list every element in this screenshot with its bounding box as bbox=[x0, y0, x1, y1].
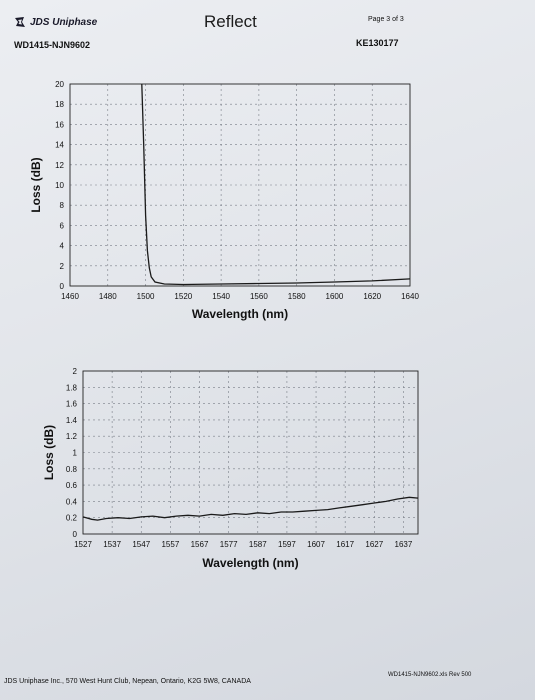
x-axis-label: Wavelength (nm) bbox=[192, 307, 288, 321]
x-tick-label: 1637 bbox=[395, 540, 413, 549]
y-tick-label: 2 bbox=[60, 262, 65, 271]
x-tick-label: 1640 bbox=[401, 292, 419, 301]
x-tick-label: 1587 bbox=[249, 540, 267, 549]
y-tick-label: 0.4 bbox=[66, 497, 78, 506]
x-tick-label: 1560 bbox=[250, 292, 268, 301]
footer-file-reference: WD1415-NJN9602.xls Rev 500 bbox=[388, 672, 472, 678]
y-tick-label: 0 bbox=[73, 530, 78, 539]
x-tick-label: 1567 bbox=[191, 540, 209, 549]
x-tick-label: 1600 bbox=[326, 292, 344, 301]
y-tick-label: 1.2 bbox=[66, 432, 78, 441]
x-tick-label: 1620 bbox=[363, 292, 381, 301]
y-tick-label: 8 bbox=[60, 201, 65, 210]
footer-address: JDS Uniphase Inc., 570 West Hunt Club, N… bbox=[4, 678, 251, 685]
x-tick-label: 1537 bbox=[103, 540, 121, 549]
x-tick-label: 1520 bbox=[174, 292, 192, 301]
x-tick-label: 1547 bbox=[132, 540, 150, 549]
company-logo: JDS Uniphase bbox=[14, 16, 97, 28]
x-tick-label: 1460 bbox=[61, 292, 79, 301]
y-tick-label: 16 bbox=[55, 120, 64, 129]
y-tick-label: 1 bbox=[73, 449, 78, 458]
y-tick-label: 0.8 bbox=[66, 465, 78, 474]
plot-frame bbox=[82, 370, 419, 535]
plot-frame bbox=[69, 83, 411, 287]
y-axis-label: Loss (dB) bbox=[29, 157, 43, 212]
y-tick-label: 0 bbox=[60, 282, 65, 291]
y-tick-label: 1.4 bbox=[66, 416, 78, 425]
page-title: Reflect bbox=[204, 12, 257, 31]
x-tick-label: 1527 bbox=[74, 540, 92, 549]
logo-text: JDS Uniphase bbox=[30, 16, 98, 28]
x-tick-label: 1480 bbox=[99, 292, 117, 301]
x-tick-label: 1607 bbox=[307, 540, 325, 549]
y-tick-label: 14 bbox=[55, 141, 64, 150]
x-axis-label: Wavelength (nm) bbox=[202, 556, 298, 570]
y-tick-label: 0.2 bbox=[66, 514, 78, 523]
y-tick-label: 20 bbox=[55, 80, 64, 89]
y-tick-label: 1.6 bbox=[66, 400, 78, 409]
x-tick-label: 1540 bbox=[212, 292, 230, 301]
y-tick-label: 1.8 bbox=[66, 383, 78, 392]
x-tick-label: 1580 bbox=[288, 292, 306, 301]
y-tick-label: 6 bbox=[60, 221, 65, 230]
y-tick-label: 10 bbox=[55, 181, 64, 190]
report-code: KE130177 bbox=[356, 38, 399, 48]
x-tick-label: 1617 bbox=[336, 540, 354, 549]
loss-series-line bbox=[82, 496, 419, 521]
y-tick-label: 0.6 bbox=[66, 481, 78, 490]
x-tick-label: 1557 bbox=[161, 540, 179, 549]
page-number: Page 3 of 3 bbox=[368, 16, 404, 23]
x-tick-label: 1597 bbox=[278, 540, 296, 549]
x-tick-label: 1500 bbox=[137, 292, 155, 301]
y-axis-label: Loss (dB) bbox=[42, 425, 56, 480]
loss-series-line bbox=[141, 83, 411, 286]
y-tick-label: 12 bbox=[55, 161, 64, 170]
x-tick-label: 1577 bbox=[220, 540, 238, 549]
y-tick-label: 2 bbox=[73, 367, 78, 376]
x-tick-label: 1627 bbox=[365, 540, 383, 549]
document-id: WD1415-NJN9602 bbox=[14, 40, 91, 50]
logo-mark-icon bbox=[15, 17, 25, 27]
y-tick-label: 18 bbox=[55, 100, 64, 109]
y-tick-label: 4 bbox=[60, 242, 65, 251]
